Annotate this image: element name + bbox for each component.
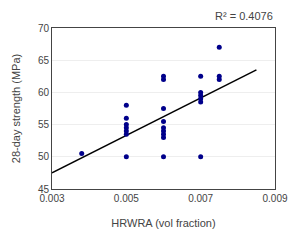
svg-text:0.007: 0.007 <box>188 193 213 204</box>
svg-text:R² = 0.4076: R² = 0.4076 <box>215 10 273 22</box>
svg-text:28-day strength (MPa): 28-day strength (MPa) <box>10 54 22 163</box>
svg-text:50: 50 <box>38 151 50 162</box>
svg-text:55: 55 <box>38 119 50 130</box>
svg-text:0.009: 0.009 <box>262 193 287 204</box>
svg-text:0.003: 0.003 <box>39 193 64 204</box>
svg-text:0.005: 0.005 <box>114 193 139 204</box>
svg-text:60: 60 <box>38 87 50 98</box>
svg-text:HRWRA (vol fraction): HRWRA (vol fraction) <box>111 217 215 229</box>
svg-text:70: 70 <box>38 23 50 34</box>
svg-text:65: 65 <box>38 55 50 66</box>
svg-text:45: 45 <box>38 184 50 195</box>
